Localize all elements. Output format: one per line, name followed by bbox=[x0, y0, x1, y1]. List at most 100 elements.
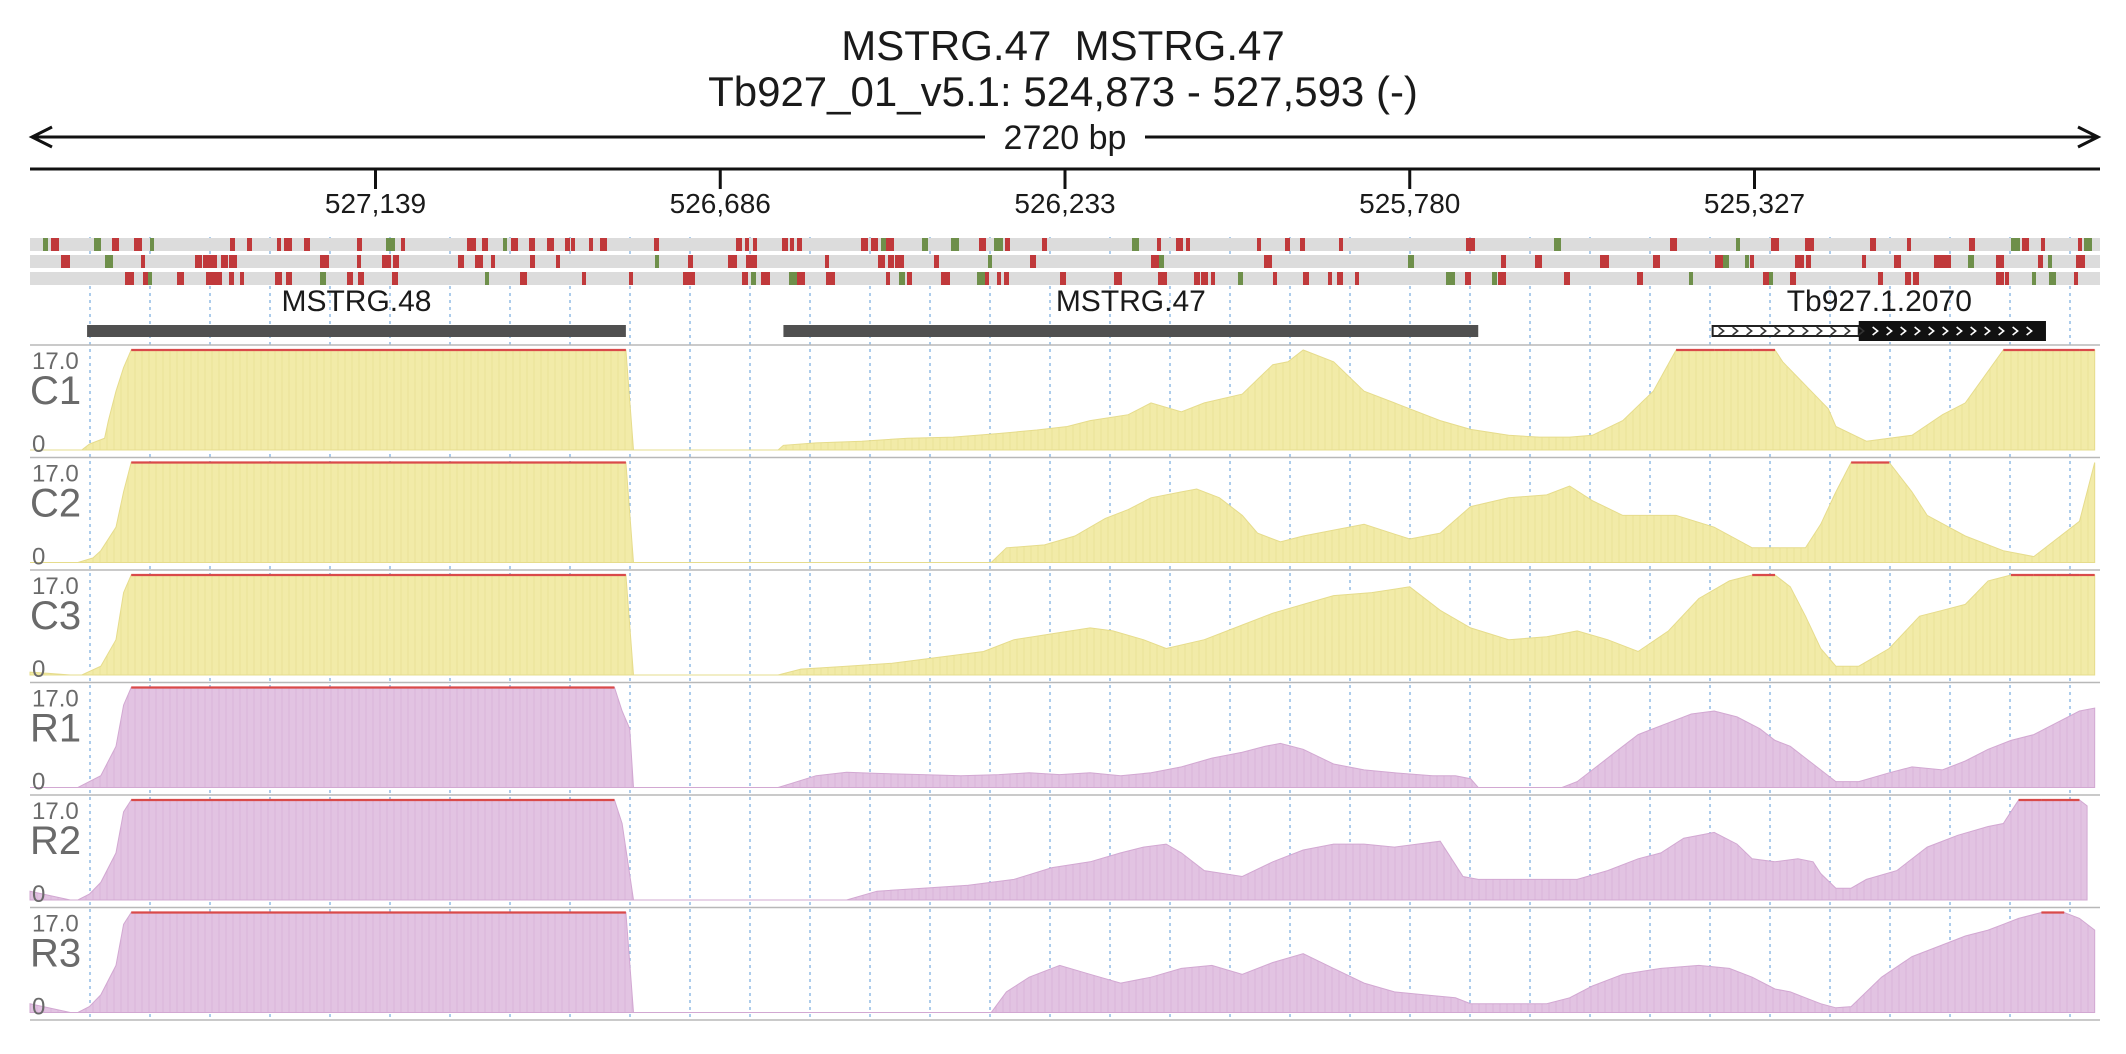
variant-mark bbox=[401, 238, 405, 251]
variant-mark bbox=[2005, 272, 2009, 285]
strand-arrow-icon bbox=[1970, 326, 1977, 336]
variant-mark bbox=[2049, 272, 2056, 285]
gene-cds-bar[interactable] bbox=[1858, 321, 2046, 341]
variant-mark bbox=[547, 238, 554, 251]
variant-mark bbox=[895, 255, 904, 268]
variant-mark bbox=[1862, 255, 1866, 268]
coverage-tracks: 17.0C1017.0C2017.0C3017.0R1017.0R2017.0R… bbox=[29, 344, 2100, 1021]
variant-mark bbox=[1905, 272, 1911, 285]
strand-arrow-icon bbox=[1816, 326, 1823, 336]
variant-mark bbox=[1870, 238, 1876, 251]
variant-mark bbox=[977, 272, 986, 285]
variant-mark bbox=[1723, 255, 1729, 268]
axis-tick-label: 526,686 bbox=[670, 188, 771, 219]
variant-mark bbox=[1194, 272, 1200, 285]
variant-mark bbox=[357, 238, 362, 251]
strand-arrow-icon bbox=[1928, 326, 1935, 336]
variant-mark bbox=[1769, 272, 1773, 285]
variant-mark bbox=[1913, 272, 1919, 285]
gene-track[interactable]: MSTRG.48 MSTRG.47 Tb927.1.2070 bbox=[87, 285, 2046, 341]
variant-mark bbox=[2076, 255, 2085, 268]
variant-mark bbox=[2038, 255, 2043, 268]
variant-mark bbox=[871, 238, 878, 251]
variant-mark bbox=[482, 238, 488, 251]
variant-mark bbox=[51, 238, 59, 251]
strand-arrow-icon bbox=[1732, 326, 1739, 336]
variant-mark bbox=[1328, 272, 1332, 285]
variant-row bbox=[30, 255, 2100, 268]
variant-mark bbox=[530, 255, 535, 268]
variant-mark bbox=[789, 272, 798, 285]
variant-row bbox=[30, 238, 2100, 251]
variant-mark bbox=[1238, 272, 1243, 285]
coverage-track-c1: 17.0C1 0 bbox=[30, 348, 2100, 459]
variant-mark bbox=[247, 238, 252, 251]
variant-mark bbox=[1745, 255, 1749, 268]
gene-bar[interactable] bbox=[87, 325, 626, 337]
variant-mark bbox=[1750, 255, 1754, 268]
variant-mark bbox=[1492, 272, 1497, 285]
coverage-area bbox=[29, 574, 2096, 676]
variant-mark bbox=[751, 272, 756, 285]
variant-mark bbox=[1564, 272, 1570, 285]
variant-mark bbox=[134, 238, 142, 251]
variant-mark bbox=[1211, 272, 1215, 285]
chart-title: MSTRG.47 MSTRG.47 bbox=[841, 22, 1285, 69]
variant-mark bbox=[1257, 238, 1261, 251]
variant-mark bbox=[240, 272, 244, 285]
variant-mark bbox=[589, 238, 593, 251]
variant-mark bbox=[2032, 272, 2036, 285]
variant-mark bbox=[195, 255, 202, 268]
gene-label: MSTRG.48 bbox=[281, 285, 431, 318]
variant-mark bbox=[745, 238, 749, 251]
coverage-track-r3: 17.0R3 0 bbox=[29, 911, 2100, 1021]
variant-mark bbox=[511, 238, 518, 251]
variant-mark bbox=[1968, 255, 1974, 268]
variant-mark bbox=[825, 255, 829, 268]
variant-mark bbox=[1042, 238, 1047, 251]
variant-mark bbox=[1996, 272, 2004, 285]
variant-mark bbox=[907, 272, 912, 285]
variant-mark bbox=[979, 238, 986, 251]
variant-mark bbox=[941, 272, 950, 285]
variant-mark bbox=[629, 272, 633, 285]
axis-tick-label: 527,139 bbox=[325, 188, 426, 219]
variant-mark bbox=[1030, 255, 1036, 268]
span-label: 2720 bp bbox=[1004, 119, 1127, 157]
variant-mark bbox=[386, 238, 395, 251]
ymax-label: 17.0 bbox=[32, 911, 79, 938]
gene-bar[interactable] bbox=[783, 325, 1479, 337]
variant-mark bbox=[997, 272, 1001, 285]
variant-mark bbox=[491, 255, 495, 268]
variant-mark bbox=[886, 272, 890, 285]
variant-mark bbox=[1264, 255, 1272, 268]
variant-mark bbox=[797, 272, 805, 285]
coverage-area bbox=[30, 462, 2096, 563]
variant-mark bbox=[1501, 255, 1506, 268]
variant-mark bbox=[951, 238, 959, 251]
coordinate-axis: 527,139 526,686 526,233 525,780 525,327 bbox=[30, 167, 2100, 219]
track-name-label: C3 bbox=[30, 594, 81, 638]
variant-mark bbox=[934, 255, 939, 268]
variant-mark bbox=[753, 238, 757, 251]
variant-mark bbox=[503, 238, 507, 251]
track-name-label: R2 bbox=[30, 819, 81, 863]
variant-mark bbox=[43, 238, 48, 251]
variant-mark bbox=[213, 272, 222, 285]
ymax-label: 17.0 bbox=[32, 461, 79, 488]
track-name-label: C1 bbox=[30, 369, 81, 413]
variant-mark bbox=[582, 272, 586, 285]
variant-mark bbox=[284, 238, 292, 251]
variant-mark bbox=[1795, 255, 1804, 268]
strand-arrow-icon bbox=[1746, 326, 1753, 336]
variant-mark bbox=[861, 238, 868, 251]
variant-mark bbox=[1466, 238, 1475, 251]
variant-mark bbox=[2078, 238, 2082, 251]
coverage-track-r2: 17.0R2 0 bbox=[29, 798, 2100, 909]
axis-tick-label: 525,780 bbox=[1359, 188, 1460, 219]
variant-mark bbox=[1790, 272, 1796, 285]
variant-mark bbox=[994, 238, 1003, 251]
variant-mark bbox=[277, 238, 281, 251]
coverage-area bbox=[30, 349, 2096, 451]
